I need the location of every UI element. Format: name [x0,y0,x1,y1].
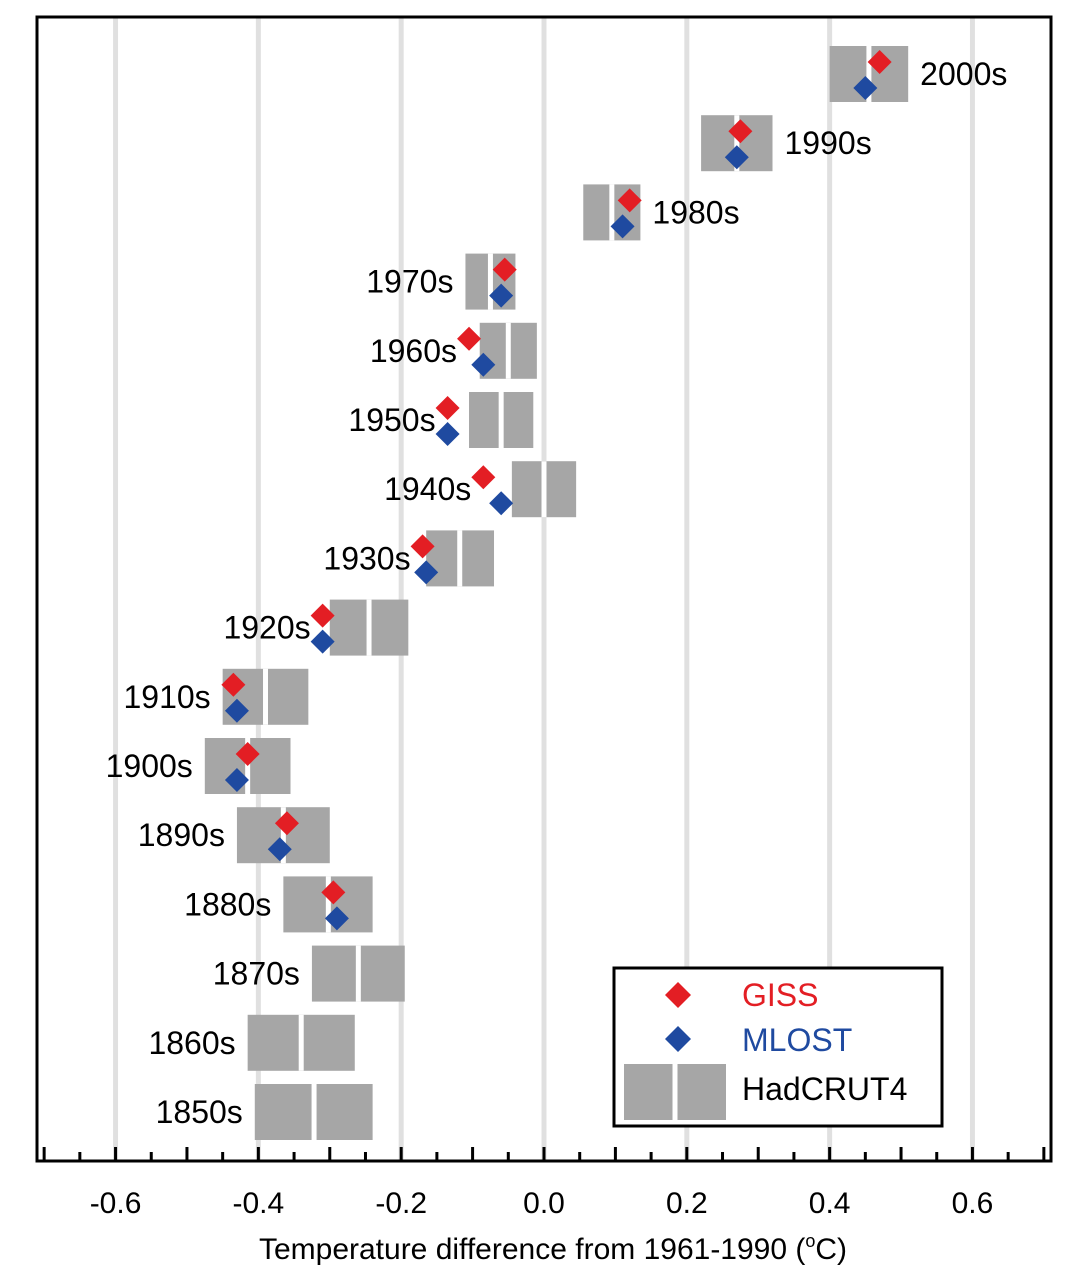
decade-label-1900s: 1900s [106,748,193,784]
giss-point-2000s [867,50,892,74]
x-tick-label: 0.0 [523,1187,565,1220]
mlost-point-1910s [224,698,249,723]
x-tick-label: 0.6 [952,1187,994,1220]
giss-point-1990s [728,119,753,144]
mlost-point-1930s [414,560,439,585]
mlost-point-1960s [471,352,496,377]
decade-label-1870s: 1870s [213,956,300,992]
decade-label-1930s: 1930s [323,540,410,576]
giss-point-1960s [457,326,482,351]
giss-point-1930s [410,534,435,559]
giss-point-1970s [492,257,517,282]
x-tick-label: 0.2 [666,1187,708,1220]
mlost-point-1920s [310,629,335,654]
x-tick-label: -0.6 [90,1187,142,1220]
decade-label-1860s: 1860s [148,1025,235,1061]
x-tick-label: 0.4 [809,1187,851,1220]
mlost-point-1990s [724,145,749,170]
x-tick-label: -0.4 [233,1187,285,1220]
decade-label-1890s: 1890s [138,817,225,853]
decade-label-1920s: 1920s [223,610,310,646]
data-points [221,50,892,931]
mlost-point-1940s [489,491,514,516]
x-axis-ticks: -0.6 -0.4 -0.2 0.0 0.2 0.4 0.6 [42,1147,1046,1220]
decade-label-1970s: 1970s [366,264,453,300]
decade-label-1880s: 1880s [184,886,271,922]
grid-lines [113,17,975,1161]
giss-point-1880s [321,880,346,905]
legend: GISS MLOST HadCRUT4 [612,966,944,1128]
mlost-point-2000s [853,76,878,100]
giss-point-1900s [235,742,260,766]
giss-point-1890s [274,811,299,836]
giss-point-1980s [617,188,642,213]
decade-label-1940s: 1940s [384,471,471,507]
mlost-point-1880s [324,906,349,931]
mlost-point-1950s [435,422,460,446]
decade-label-1910s: 1910s [123,679,210,715]
legend-giss-label: GISS [742,977,818,1013]
legend-hadcrut4-label: HadCRUT4 [742,1071,907,1107]
decade-label-2000s: 2000s [920,56,1007,92]
decade-label-1950s: 1950s [348,402,435,438]
giss-point-1940s [471,465,496,490]
legend-giss-marker [665,982,691,1008]
decade-label-1980s: 1980s [652,194,739,230]
x-axis-label-unit: C) [815,1233,847,1266]
legend-mlost-label: MLOST [742,1022,852,1058]
hadcrut4-bars [204,46,909,1140]
decade-label-1850s: 1850s [156,1094,243,1130]
x-tick-label: -0.2 [375,1187,427,1220]
x-axis-label-main: Temperature difference from 1961-1990 ( [259,1233,805,1266]
mlost-point-1970s [489,283,514,308]
decade-label-1990s: 1990s [785,125,872,161]
giss-point-1910s [221,672,246,697]
x-axis-label: Temperature difference from 1961-1990 (o… [259,1231,847,1266]
giss-point-1920s [310,603,335,628]
legend-mlost-marker [665,1026,691,1052]
decade-label-1960s: 1960s [370,333,457,369]
x-axis-label-degree: o [805,1231,815,1251]
mlost-point-1980s [610,214,635,239]
mlost-point-1890s [267,837,292,862]
giss-point-1950s [435,396,460,420]
mlost-point-1900s [224,768,249,792]
decade-labels: 2000s 1990s 1980s 1970s 1960s 1950s 1940s 1930s… [106,56,1008,1130]
